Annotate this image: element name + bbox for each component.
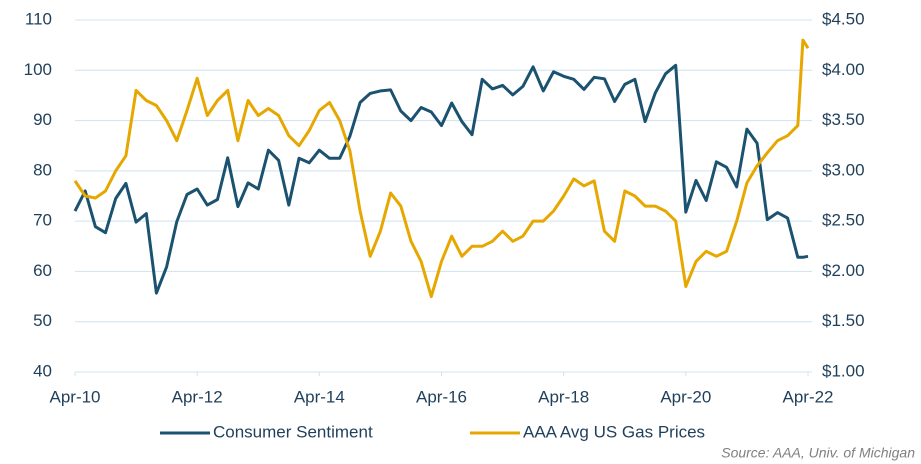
y2-tick-label: $1.50 <box>822 311 865 330</box>
series-line <box>73 38 810 299</box>
y-tick-label: 60 <box>33 261 52 280</box>
y2-tick-label: $2.50 <box>822 211 865 230</box>
y2-tick-label: $1.00 <box>822 361 865 380</box>
y2-tick-label: $4.50 <box>822 9 865 28</box>
y-tick-label: 80 <box>33 160 52 179</box>
x-tick-label: Apr-22 <box>782 387 833 406</box>
y2-tick-label: $3.50 <box>822 110 865 129</box>
y-tick-label: 90 <box>33 110 52 129</box>
legend-label: AAA Avg US Gas Prices <box>523 422 705 441</box>
y-tick-label: 50 <box>33 311 52 330</box>
source-note: Source: AAA, Univ. of Michigan <box>721 445 915 461</box>
y2-tick-label: $3.00 <box>822 160 865 179</box>
x-tick-label: Apr-10 <box>49 387 100 406</box>
x-tick-label: Apr-16 <box>416 387 467 406</box>
x-tick-label: Apr-20 <box>660 387 711 406</box>
x-tick-label: Apr-14 <box>294 387 345 406</box>
series-line <box>73 63 809 295</box>
x-tick-label: Apr-18 <box>538 387 589 406</box>
y2-tick-label: $2.00 <box>822 261 865 280</box>
y-tick-label: 100 <box>24 60 52 79</box>
y-tick-label: 110 <box>25 9 52 28</box>
y-tick-label: 40 <box>33 361 52 380</box>
x-tick-label: Apr-12 <box>172 387 223 406</box>
y2-tick-label: $4.00 <box>822 60 865 79</box>
y-tick-label: 70 <box>33 211 52 230</box>
legend-label: Consumer Sentiment <box>213 422 373 441</box>
